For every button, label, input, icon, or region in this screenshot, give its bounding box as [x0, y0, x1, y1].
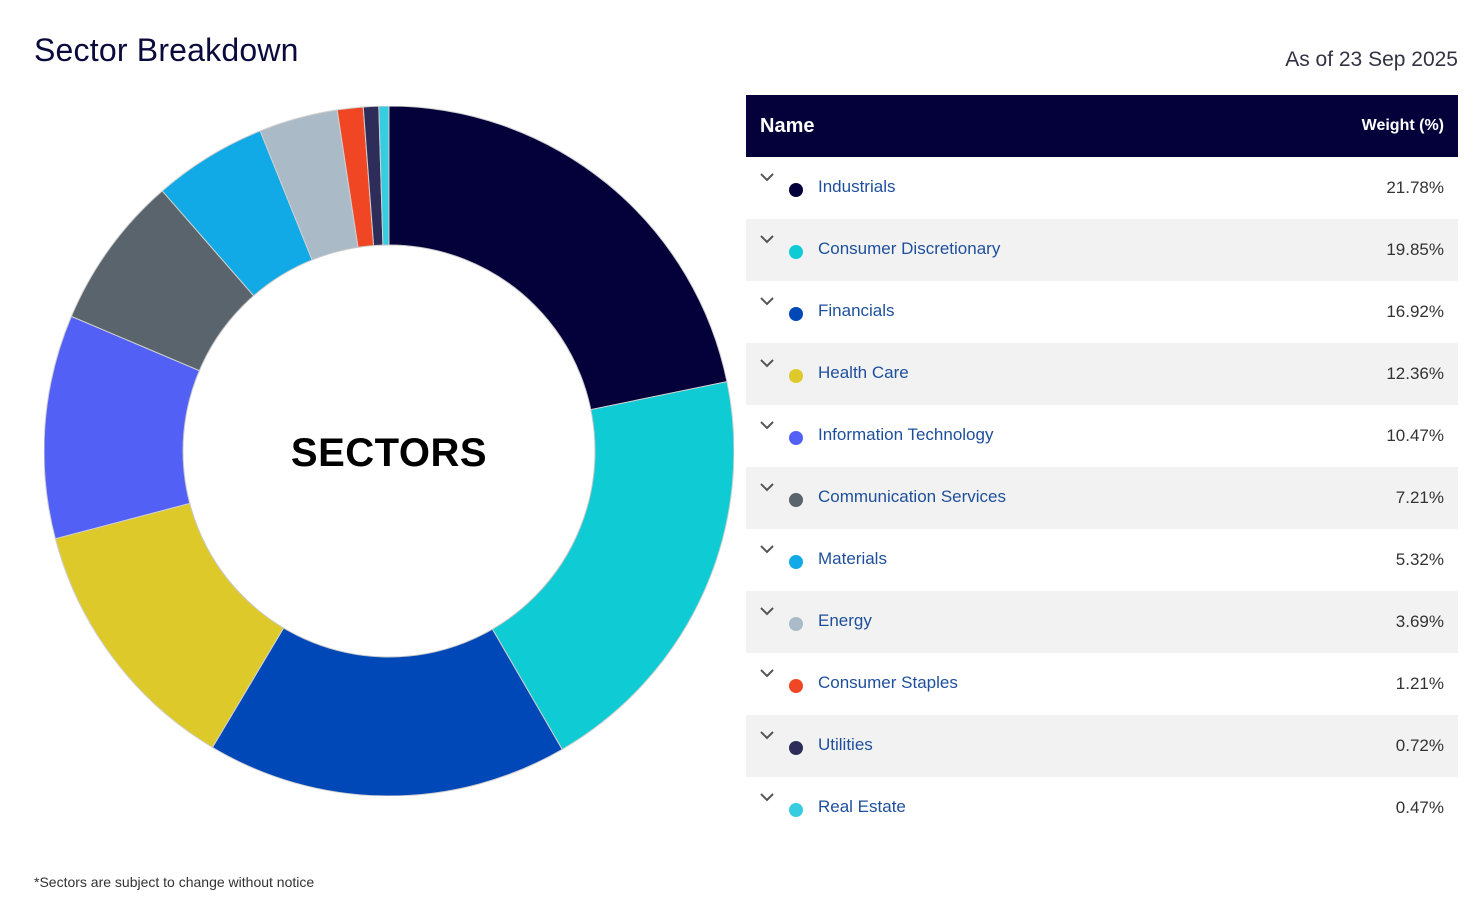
table-row[interactable]: Health Care 12.36%	[746, 343, 1458, 405]
table-row[interactable]: Real Estate 0.47%	[746, 777, 1458, 839]
table-row[interactable]: Consumer Staples 1.21%	[746, 653, 1458, 715]
sector-weight: 1.21%	[1395, 674, 1444, 693]
table-row[interactable]: Financials 16.92%	[746, 281, 1458, 343]
chevron-down-icon[interactable]	[759, 419, 775, 431]
page-title: Sector Breakdown	[34, 32, 299, 68]
table-row[interactable]: Materials 5.32%	[746, 529, 1458, 591]
as-of-date: As of 23 Sep 2025	[1285, 48, 1458, 71]
table-header: Name Weight (%)	[746, 95, 1458, 157]
sector-name-link[interactable]: Consumer Staples	[818, 673, 958, 692]
table-row[interactable]: Industrials 21.78%	[746, 157, 1458, 219]
table-row[interactable]: Consumer Discretionary 19.85%	[746, 219, 1458, 281]
column-header-weight[interactable]: Weight (%)	[1361, 117, 1444, 134]
sector-weight: 0.47%	[1395, 798, 1444, 817]
legend-dot	[789, 493, 803, 507]
column-header-name[interactable]: Name	[760, 114, 815, 137]
donut-hole	[182, 244, 596, 658]
table-row[interactable]: Utilities 0.72%	[746, 715, 1458, 777]
legend-dot	[789, 741, 803, 755]
sector-donut-chart: SECTORS	[44, 106, 734, 796]
sector-name-link[interactable]: Health Care	[818, 363, 909, 382]
sector-weight: 5.32%	[1395, 550, 1444, 569]
chevron-down-icon[interactable]	[759, 171, 775, 183]
sector-name-link[interactable]: Consumer Discretionary	[818, 239, 1001, 258]
donut-center-label: SECTORS	[291, 431, 487, 475]
sector-name-link[interactable]: Real Estate	[818, 797, 906, 816]
legend-dot	[789, 369, 803, 383]
sector-name-link[interactable]: Utilities	[818, 735, 873, 754]
sector-weight: 16.92%	[1386, 302, 1444, 321]
chevron-down-icon[interactable]	[759, 667, 775, 679]
chevron-down-icon[interactable]	[759, 605, 775, 617]
chevron-down-icon[interactable]	[759, 729, 775, 741]
chevron-down-icon[interactable]	[759, 481, 775, 493]
sector-name-link[interactable]: Energy	[818, 611, 872, 630]
legend-dot	[789, 679, 803, 693]
table-body: Industrials 21.78% Consumer Discretionary 1…	[746, 157, 1458, 839]
sector-name-link[interactable]: Materials	[818, 549, 887, 568]
sector-weight: 12.36%	[1386, 364, 1444, 383]
sector-name-link[interactable]: Industrials	[818, 177, 896, 196]
footnote: *Sectors are subject to change without n…	[34, 874, 315, 890]
sector-weight: 19.85%	[1386, 240, 1444, 259]
chevron-down-icon[interactable]	[759, 357, 775, 369]
chevron-down-icon[interactable]	[759, 543, 775, 555]
sector-table: Name Weight (%) Industrials 21.78% Consume…	[746, 95, 1458, 839]
sector-weight: 0.72%	[1395, 736, 1444, 755]
sector-weight: 10.47%	[1386, 426, 1444, 445]
table-row[interactable]: Communication Services 7.21%	[746, 467, 1458, 529]
legend-dot	[789, 245, 803, 259]
chevron-down-icon[interactable]	[759, 295, 775, 307]
sector-name-link[interactable]: Communication Services	[818, 487, 1007, 506]
legend-dot	[789, 431, 803, 445]
sector-weight: 7.21%	[1395, 488, 1444, 507]
legend-dot	[789, 555, 803, 569]
sector-weight: 3.69%	[1395, 612, 1444, 631]
legend-dot	[789, 803, 803, 817]
sector-name-link[interactable]: Information Technology	[818, 425, 994, 444]
sector-weight: 21.78%	[1386, 178, 1444, 197]
legend-dot	[789, 617, 803, 631]
table-row[interactable]: Energy 3.69%	[746, 591, 1458, 653]
legend-dot	[789, 307, 803, 321]
chevron-down-icon[interactable]	[759, 791, 775, 803]
table-row[interactable]: Information Technology 10.47%	[746, 405, 1458, 467]
chevron-down-icon[interactable]	[759, 233, 775, 245]
donut-svg: SECTORS	[44, 106, 734, 796]
legend-dot	[789, 183, 803, 197]
sector-name-link[interactable]: Financials	[818, 301, 895, 320]
